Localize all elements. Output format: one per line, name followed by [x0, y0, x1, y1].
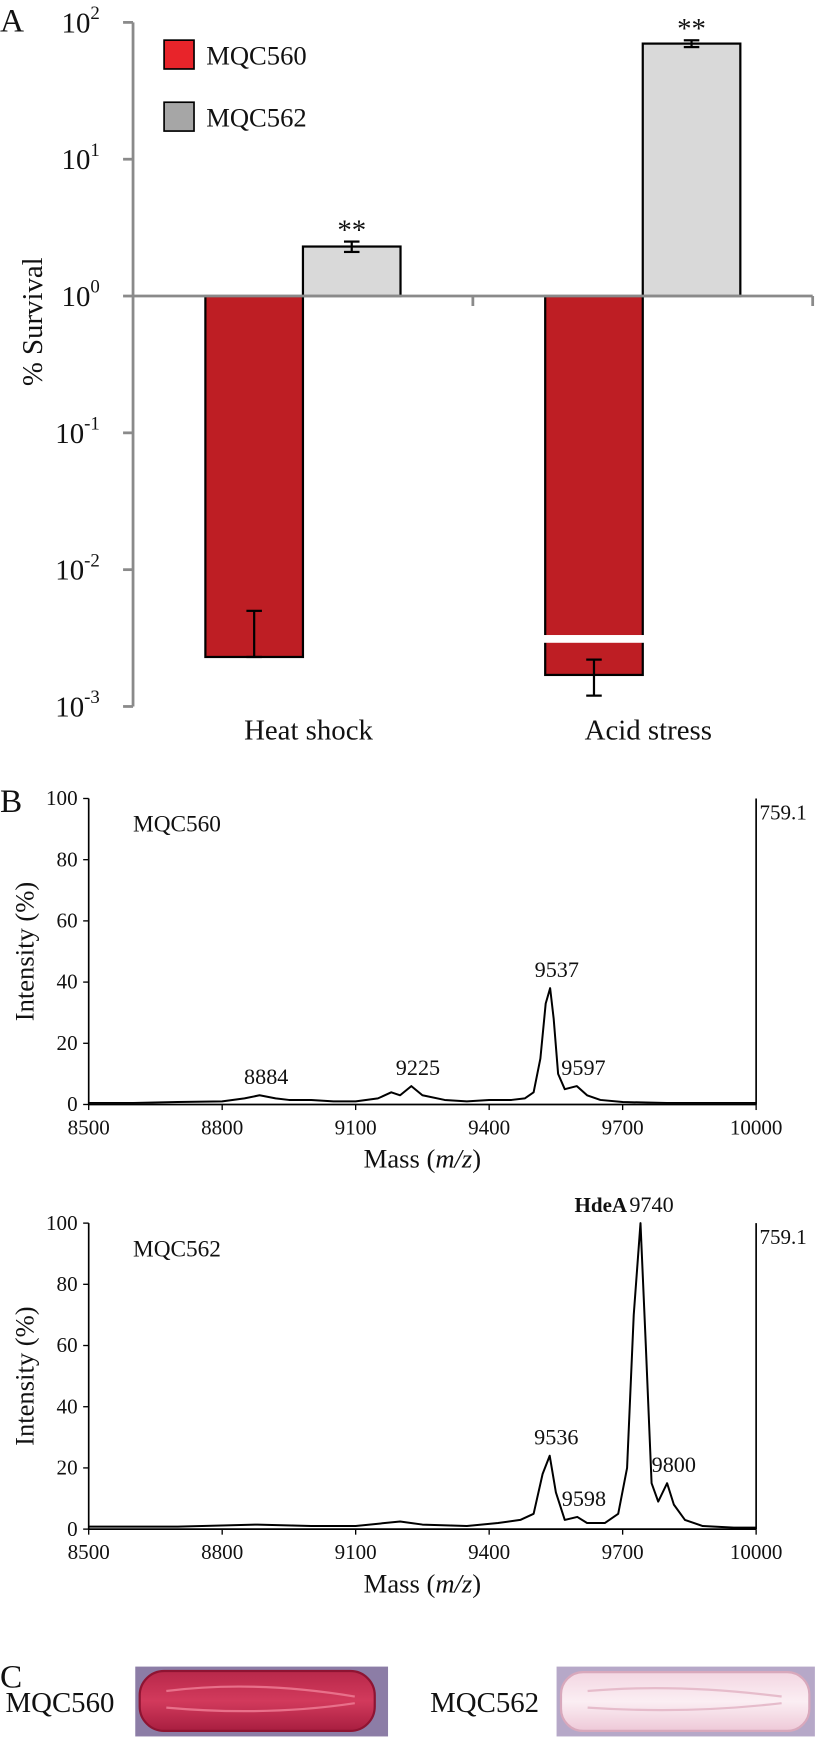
y-tick-label: 60 — [57, 1333, 78, 1357]
y-axis-label: % Survival — [17, 257, 49, 386]
x-tick-label: 9700 — [602, 1115, 644, 1139]
peak-label: 9800 — [652, 1452, 696, 1477]
series-label: MQC562 — [133, 1236, 221, 1262]
y-tick-label: 100 — [46, 786, 78, 810]
x-tick-label: Heat shock — [244, 715, 373, 747]
x-tick-label: 9100 — [335, 1115, 377, 1139]
panel-label: B — [0, 783, 22, 820]
y-tick-base: 10 — [62, 281, 91, 313]
panel-label: A — [0, 2, 24, 39]
y-tick-label: 40 — [57, 970, 78, 994]
legend-swatch — [163, 101, 195, 132]
significance: ** — [677, 13, 706, 45]
y-tick-label: 80 — [57, 1272, 78, 1296]
spectrum-line — [88, 1222, 757, 1529]
y-tick-base: 10 — [55, 418, 84, 450]
x-tick-label: 8800 — [201, 1540, 243, 1564]
y-tick-label: 102 — [62, 3, 100, 39]
y-tick-label: 10-2 — [55, 550, 100, 586]
legend-label: MQC560 — [206, 41, 306, 71]
x-tick-label: 9400 — [468, 1540, 510, 1564]
spectrum-line — [88, 987, 757, 1104]
peak-label: 9225 — [396, 1055, 440, 1080]
x-tick-label: 10000 — [730, 1115, 783, 1139]
y-tick-exponent: 0 — [90, 277, 99, 298]
plate-growth — [559, 1671, 811, 1733]
y-tick-base: 10 — [62, 144, 91, 176]
y-tick-label: 20 — [57, 1031, 78, 1055]
y-tick-exponent: -3 — [84, 687, 100, 708]
legend-label: MQC562 — [206, 103, 306, 133]
peak-label: 9598 — [562, 1486, 606, 1511]
x-axis-label-part: Mass ( — [364, 1144, 436, 1174]
axis-break — [542, 635, 645, 643]
y-tick-exponent: -2 — [84, 550, 100, 571]
plate-growth — [138, 1669, 376, 1733]
x-tick-label: Acid stress — [585, 715, 712, 747]
y-tick-label: 0 — [67, 1092, 78, 1116]
plate-label: MQC560 — [6, 1687, 115, 1719]
panel-label: C — [0, 1659, 22, 1696]
peak-label: 8884 — [244, 1064, 288, 1089]
y-tick-base: 10 — [62, 7, 91, 39]
bar — [641, 42, 742, 298]
legend-swatch — [163, 39, 195, 70]
significance: ** — [337, 214, 366, 246]
peak-label: 9740 — [629, 1192, 673, 1217]
x-axis-label: Mass (m/z) — [364, 1568, 481, 1598]
x-tick-label: 8500 — [68, 1540, 110, 1564]
y-tick-exponent: -1 — [84, 414, 100, 435]
series-label: MQC560 — [133, 812, 221, 838]
x-tick-label: 9400 — [468, 1115, 510, 1139]
error-bar — [586, 658, 602, 697]
plate-streaks — [166, 1685, 355, 1713]
y-tick-label: 0 — [67, 1517, 78, 1541]
bar — [301, 245, 402, 298]
x-axis-label-part: m/z — [435, 1144, 472, 1174]
y-tick-label: 40 — [57, 1394, 78, 1418]
y-axis-label: Intensity (%) — [9, 882, 39, 1022]
y-tick-base: 10 — [55, 555, 84, 587]
error-bar — [683, 39, 700, 49]
y-tick-label: 60 — [57, 909, 78, 933]
right-axis-label: 759.1 — [759, 1225, 806, 1249]
y-tick-label: 80 — [57, 847, 78, 871]
x-axis-label: Mass (m/z) — [364, 1144, 481, 1174]
x-tick-label: 8800 — [201, 1115, 243, 1139]
y-axis-label: Intensity (%) — [9, 1306, 39, 1446]
y-tick-label: 101 — [62, 140, 100, 176]
bar — [204, 294, 305, 659]
y-tick-label: 100 — [46, 1211, 78, 1235]
peak-label: 9537 — [535, 957, 579, 982]
x-tick-label: 9100 — [335, 1540, 377, 1564]
plate-streaks — [587, 1687, 782, 1712]
x-axis-label-part: m/z — [435, 1568, 472, 1598]
peak-name: HdeA — [575, 1193, 628, 1217]
x-tick-label: 9700 — [602, 1540, 644, 1564]
error-bar — [343, 240, 360, 254]
peak-label: 9536 — [534, 1425, 578, 1450]
y-tick-label: 10-3 — [55, 687, 100, 723]
plate-label: MQC562 — [430, 1687, 539, 1719]
y-tick-base: 10 — [55, 691, 84, 723]
right-axis-label: 759.1 — [759, 801, 806, 825]
x-tick-label: 8500 — [68, 1115, 110, 1139]
error-bar — [246, 609, 262, 659]
peak-label: 9597 — [561, 1055, 605, 1080]
y-tick-label: 20 — [57, 1456, 78, 1480]
x-axis-label-part: ) — [472, 1144, 481, 1174]
x-axis-label-part: Mass ( — [364, 1568, 436, 1598]
x-tick-label: 10000 — [730, 1540, 783, 1564]
y-tick-exponent: 2 — [90, 3, 99, 24]
y-tick-label: 10-1 — [55, 414, 100, 450]
bar — [544, 294, 644, 677]
y-tick-label: 100 — [62, 277, 100, 313]
x-axis-label-part: ) — [472, 1568, 481, 1598]
y-tick-exponent: 1 — [90, 140, 99, 161]
